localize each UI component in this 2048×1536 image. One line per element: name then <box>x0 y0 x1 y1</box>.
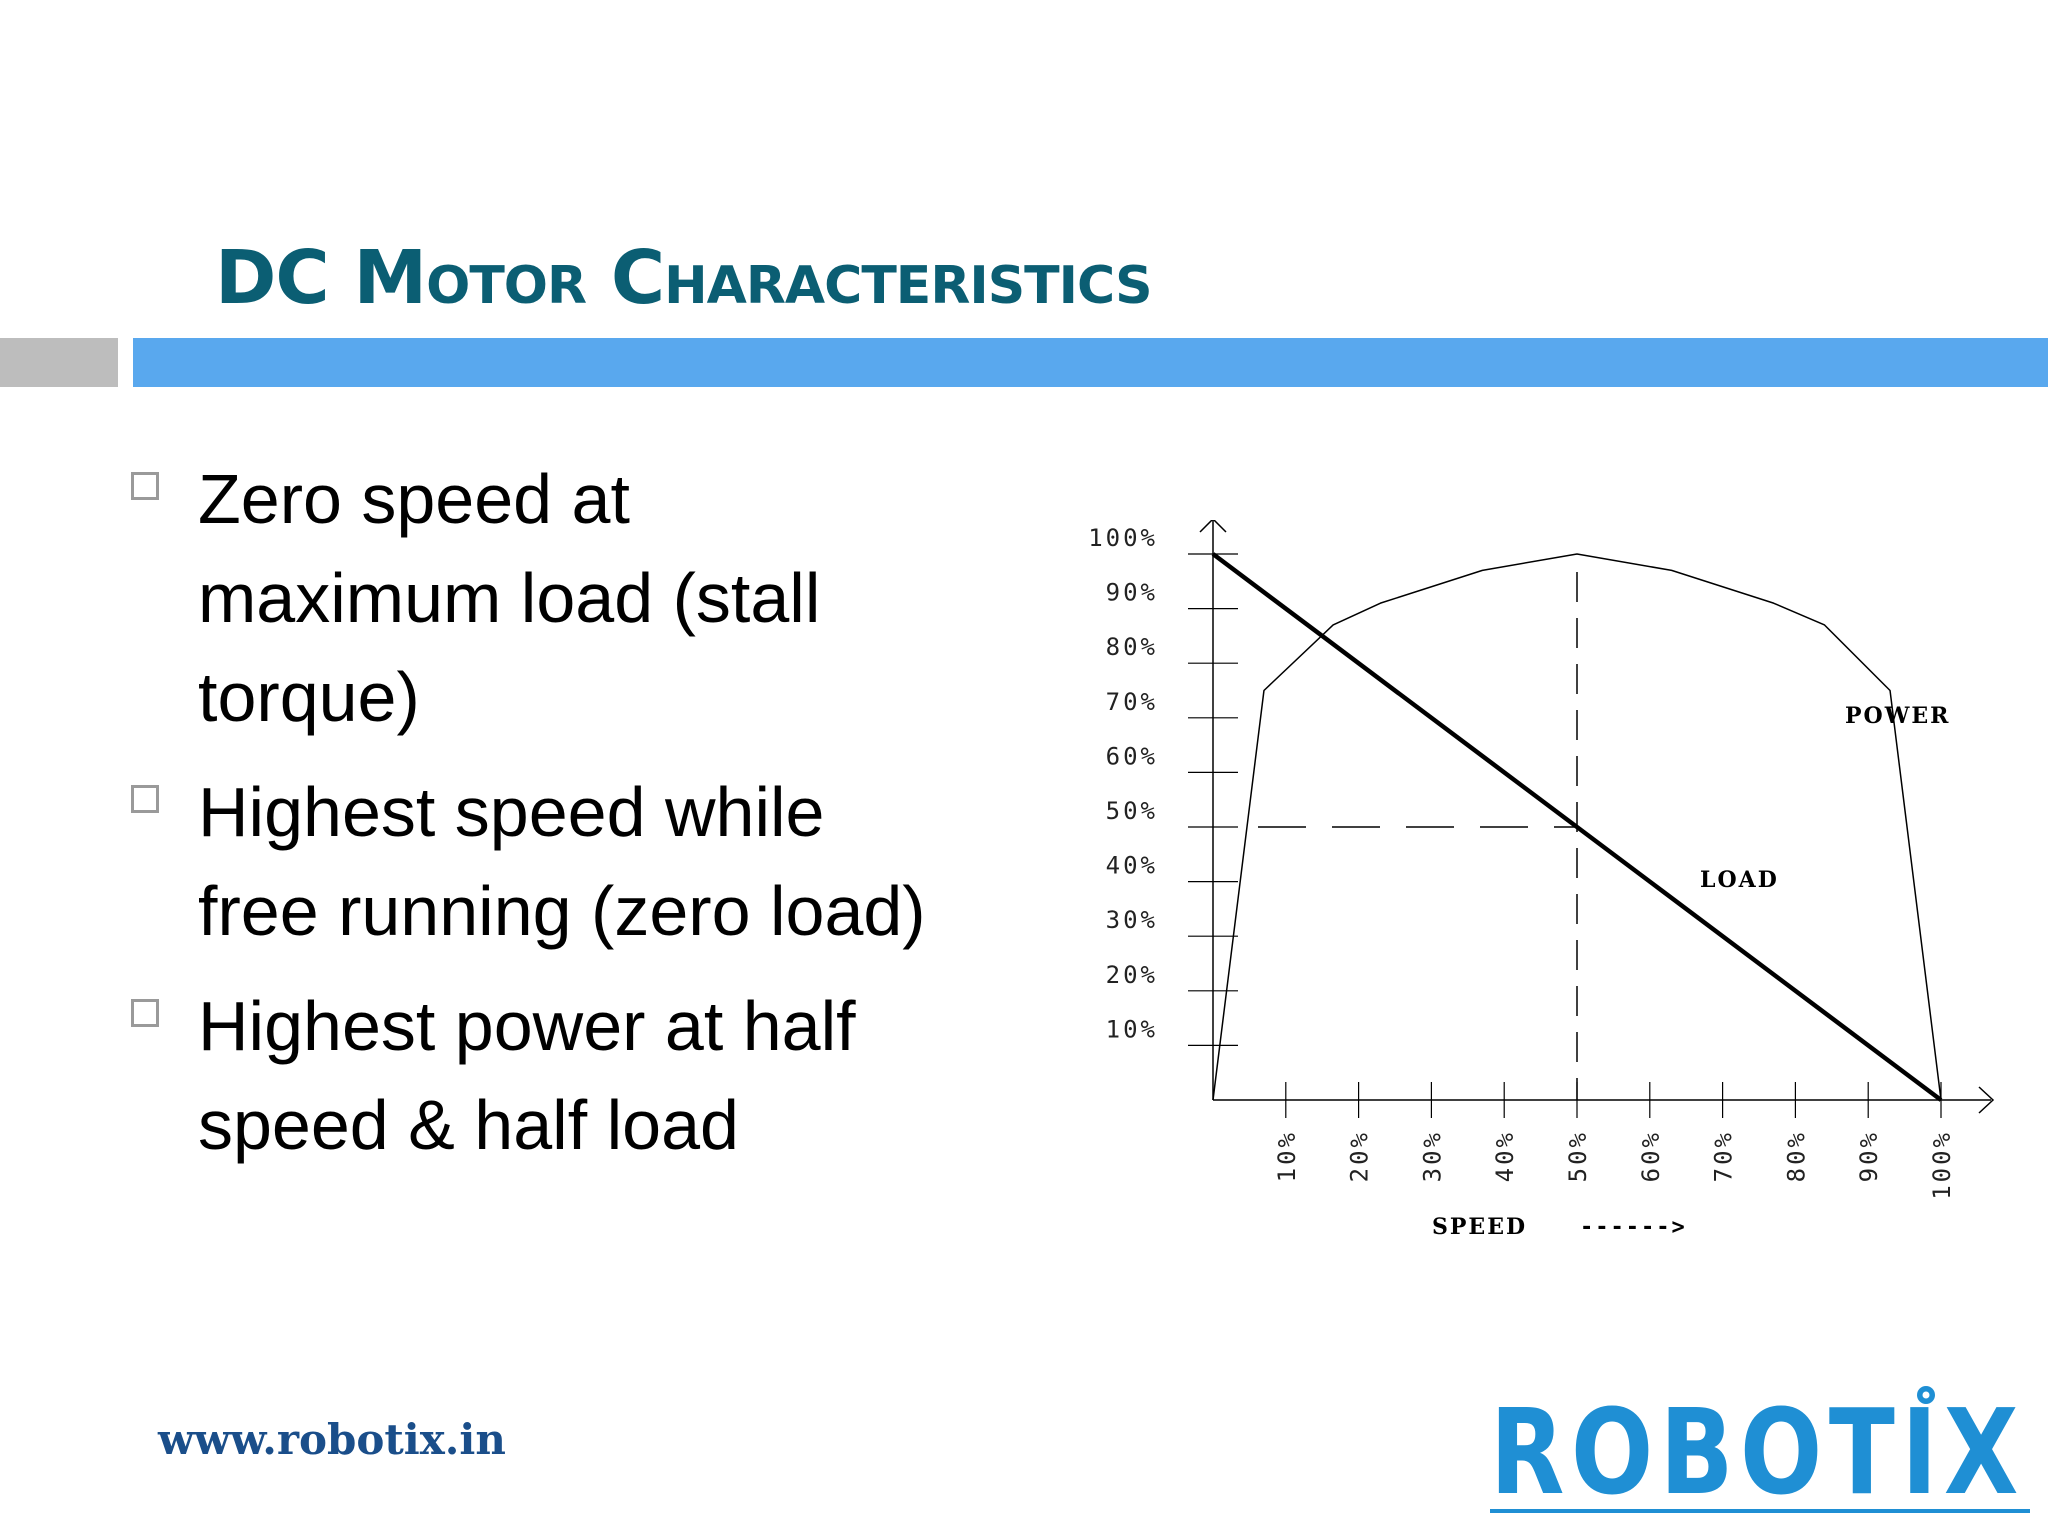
checkbox-bullet-icon <box>131 472 159 500</box>
robotix-logo: ROBOTIX <box>1490 1383 2030 1515</box>
y-tick-label: 10% <box>1106 1015 1158 1043</box>
x-axis-label-arrow: ------> <box>1580 1215 1687 1240</box>
y-tick-label: 60% <box>1106 742 1158 770</box>
motor-characteristics-chart: 10% 20% 30% 40% 50% 60% 70% 80% 90% 100% 10% 20% 30%… <box>1088 520 1995 1240</box>
bullet-text: Zero speed at maximum load (stall torque… <box>198 460 821 736</box>
gear-icon <box>1917 1386 1935 1404</box>
series-label-power: POWER <box>1845 703 1950 729</box>
x-tick-label: 40% <box>1491 1130 1519 1182</box>
y-tick-label: 40% <box>1106 852 1158 880</box>
checkbox-bullet-icon <box>131 999 159 1027</box>
bullet-item: Highest power at half speed & half load <box>128 977 948 1175</box>
series-label-load: LOAD <box>1700 867 1779 893</box>
x-tick-label: 60% <box>1637 1130 1665 1182</box>
y-tick-label: 90% <box>1106 579 1158 607</box>
bullet-text: Highest power at half speed & half load <box>198 987 856 1164</box>
bullet-text: Highest speed while free running (zero l… <box>198 773 926 950</box>
slide-title: DC Motor Characteristics <box>215 235 1153 321</box>
y-tick-label: 30% <box>1106 906 1158 934</box>
footer-url[interactable]: www.robotix.in <box>158 1415 506 1464</box>
x-tick-label: 100% <box>1928 1130 1956 1200</box>
x-tick-label: 30% <box>1418 1130 1446 1182</box>
logo-text: ROBOTIX <box>1490 1383 2025 1515</box>
y-axis-arrow <box>1199 520 1227 533</box>
title-accent-bar-gray <box>0 338 118 387</box>
x-tick-label: 90% <box>1855 1130 1883 1182</box>
x-tick-label: 50% <box>1564 1130 1592 1182</box>
series-line-power <box>1212 553 1942 1101</box>
y-tick-label: 20% <box>1106 961 1158 989</box>
y-tick-label: 50% <box>1106 797 1158 825</box>
y-tick-label: 70% <box>1106 688 1158 716</box>
bullet-item: Zero speed at maximum load (stall torque… <box>128 450 948 747</box>
series-line-load <box>1211 552 1943 1102</box>
y-tick-label: 100% <box>1088 524 1158 552</box>
x-axis-label: SPEED <box>1432 1214 1527 1240</box>
title-accent-bar-blue <box>133 338 2048 387</box>
bullet-list: Zero speed at maximum load (stall torque… <box>128 450 948 1191</box>
bullet-item: Highest speed while free running (zero l… <box>128 763 948 961</box>
checkbox-bullet-icon <box>131 785 159 813</box>
x-tick-label: 10% <box>1273 1130 1301 1182</box>
y-tick-label: 80% <box>1106 633 1158 661</box>
x-axis-arrow <box>1978 1086 1995 1114</box>
x-tick-label: 20% <box>1346 1130 1374 1182</box>
x-tick-label: 80% <box>1782 1130 1810 1182</box>
x-tick-label: 70% <box>1710 1130 1738 1182</box>
